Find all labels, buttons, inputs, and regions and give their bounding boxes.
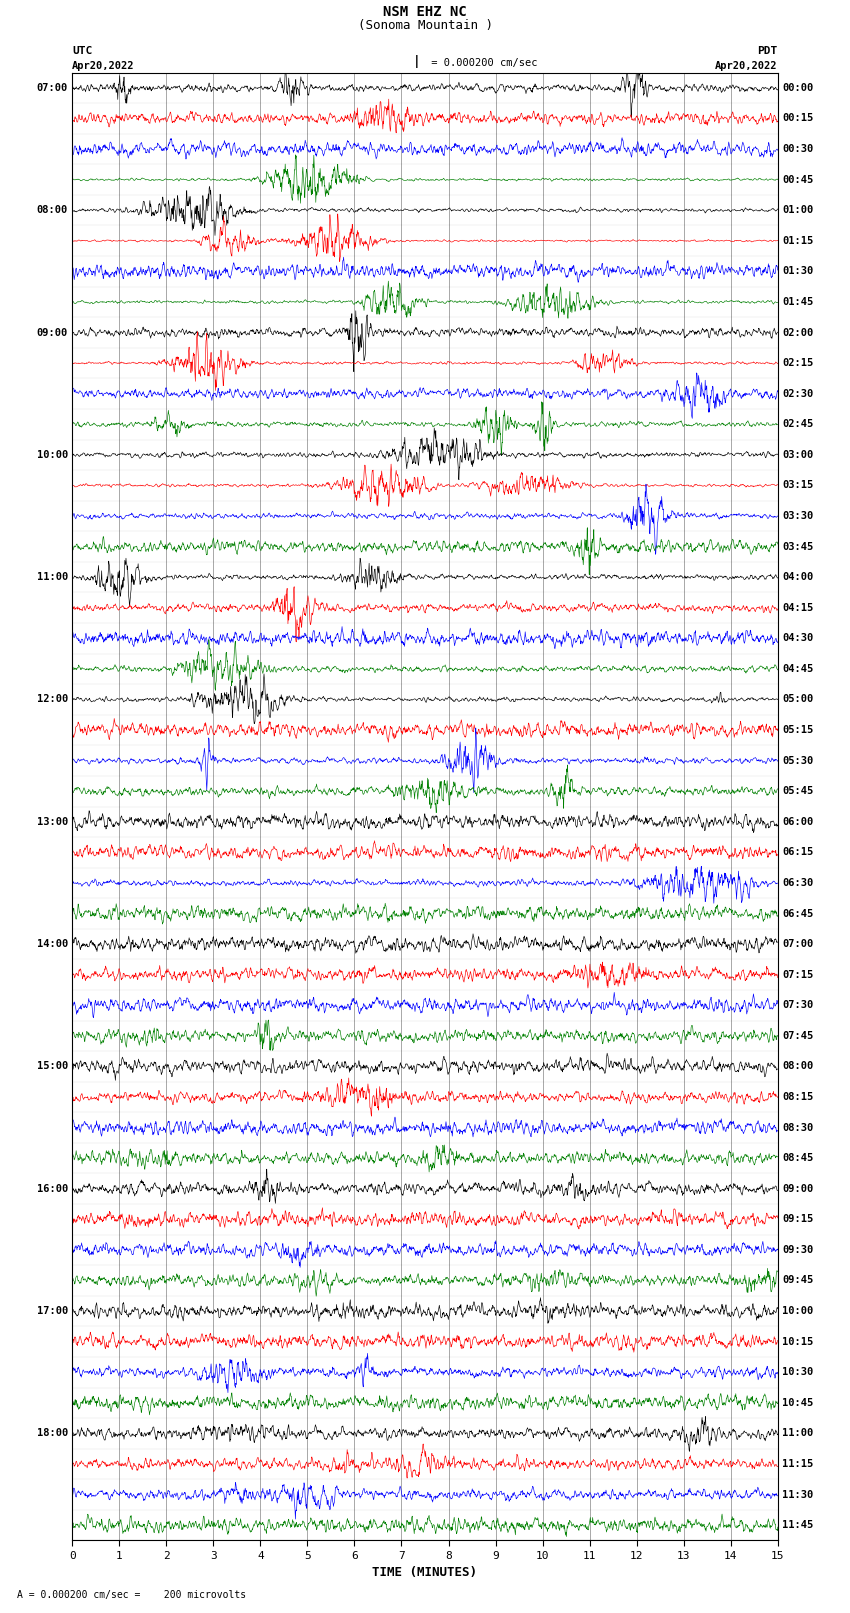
Text: 07:45: 07:45 — [782, 1031, 813, 1040]
Text: 06:30: 06:30 — [782, 877, 813, 887]
Text: 02:30: 02:30 — [782, 389, 813, 398]
Text: 11:45: 11:45 — [782, 1519, 813, 1531]
Text: NSM EHZ NC: NSM EHZ NC — [383, 5, 467, 19]
Text: 02:15: 02:15 — [782, 358, 813, 368]
Text: 00:00: 00:00 — [782, 82, 813, 94]
Text: 05:45: 05:45 — [782, 786, 813, 797]
Text: 07:00: 07:00 — [37, 82, 68, 94]
Text: UTC: UTC — [72, 47, 93, 56]
Text: Apr20,2022: Apr20,2022 — [715, 61, 778, 71]
Text: 03:45: 03:45 — [782, 542, 813, 552]
Text: 10:00: 10:00 — [782, 1307, 813, 1316]
Text: 01:00: 01:00 — [782, 205, 813, 215]
Text: 03:15: 03:15 — [782, 481, 813, 490]
Text: 10:00: 10:00 — [37, 450, 68, 460]
Text: 11:30: 11:30 — [782, 1489, 813, 1500]
Text: 05:30: 05:30 — [782, 755, 813, 766]
Text: 09:00: 09:00 — [37, 327, 68, 337]
Text: 15:00: 15:00 — [37, 1061, 68, 1071]
Text: 08:00: 08:00 — [782, 1061, 813, 1071]
Text: 07:15: 07:15 — [782, 969, 813, 979]
Text: 10:15: 10:15 — [782, 1337, 813, 1347]
Text: |: | — [413, 55, 420, 68]
Text: 00:45: 00:45 — [782, 174, 813, 184]
Text: 01:15: 01:15 — [782, 235, 813, 245]
Text: 09:15: 09:15 — [782, 1215, 813, 1224]
Text: 00:30: 00:30 — [782, 144, 813, 153]
Text: 13:00: 13:00 — [37, 816, 68, 827]
Text: 16:00: 16:00 — [37, 1184, 68, 1194]
Text: 02:45: 02:45 — [782, 419, 813, 429]
Text: Apr20,2022: Apr20,2022 — [72, 61, 135, 71]
Text: 09:00: 09:00 — [782, 1184, 813, 1194]
Text: PDT: PDT — [757, 47, 778, 56]
Text: 01:30: 01:30 — [782, 266, 813, 276]
Text: 06:15: 06:15 — [782, 847, 813, 858]
Text: 08:45: 08:45 — [782, 1153, 813, 1163]
Text: 18:00: 18:00 — [37, 1429, 68, 1439]
Text: 08:30: 08:30 — [782, 1123, 813, 1132]
Text: 08:15: 08:15 — [782, 1092, 813, 1102]
Text: 07:00: 07:00 — [782, 939, 813, 948]
Text: 11:15: 11:15 — [782, 1460, 813, 1469]
Text: 09:30: 09:30 — [782, 1245, 813, 1255]
Text: 10:45: 10:45 — [782, 1398, 813, 1408]
Text: (Sonoma Mountain ): (Sonoma Mountain ) — [358, 19, 492, 32]
Text: 05:15: 05:15 — [782, 726, 813, 736]
Text: 12:00: 12:00 — [37, 695, 68, 705]
Text: 04:45: 04:45 — [782, 665, 813, 674]
Text: 04:30: 04:30 — [782, 634, 813, 644]
Text: 10:30: 10:30 — [782, 1368, 813, 1378]
Text: 11:00: 11:00 — [782, 1429, 813, 1439]
Text: 03:30: 03:30 — [782, 511, 813, 521]
Text: 04:00: 04:00 — [782, 573, 813, 582]
Text: A = 0.000200 cm/sec =    200 microvolts: A = 0.000200 cm/sec = 200 microvolts — [17, 1590, 246, 1600]
Text: 01:45: 01:45 — [782, 297, 813, 306]
Text: 17:00: 17:00 — [37, 1307, 68, 1316]
Text: 11:00: 11:00 — [37, 573, 68, 582]
Text: 04:15: 04:15 — [782, 603, 813, 613]
Text: 08:00: 08:00 — [37, 205, 68, 215]
Text: 00:15: 00:15 — [782, 113, 813, 124]
Text: 09:45: 09:45 — [782, 1276, 813, 1286]
Text: = 0.000200 cm/sec: = 0.000200 cm/sec — [425, 58, 537, 68]
X-axis label: TIME (MINUTES): TIME (MINUTES) — [372, 1566, 478, 1579]
Text: 14:00: 14:00 — [37, 939, 68, 948]
Text: 06:00: 06:00 — [782, 816, 813, 827]
Text: 02:00: 02:00 — [782, 327, 813, 337]
Text: 06:45: 06:45 — [782, 908, 813, 918]
Text: 05:00: 05:00 — [782, 695, 813, 705]
Text: 03:00: 03:00 — [782, 450, 813, 460]
Text: 07:30: 07:30 — [782, 1000, 813, 1010]
